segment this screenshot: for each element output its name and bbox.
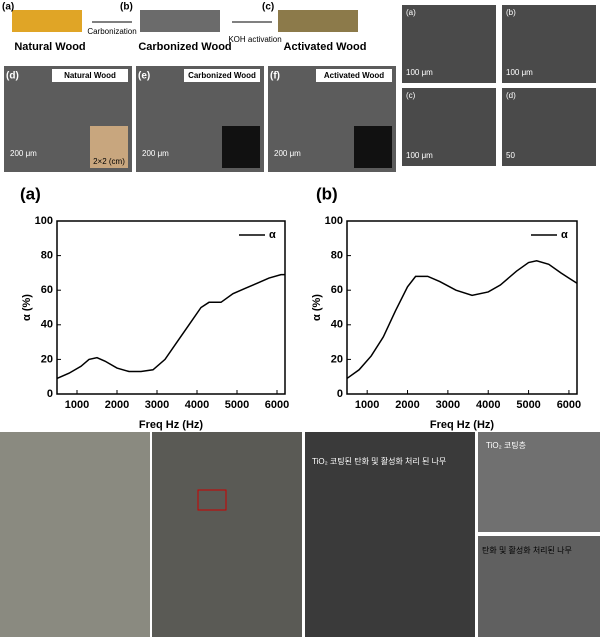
inset bbox=[222, 126, 260, 168]
sem-image bbox=[478, 432, 600, 532]
x-tick-label: 2000 bbox=[105, 399, 129, 411]
line bbox=[346, 260, 578, 380]
inset bbox=[354, 126, 392, 168]
x-tick-label: 4000 bbox=[185, 399, 209, 411]
label: 탄화 및 활성화 처리된 나무 bbox=[482, 545, 572, 555]
scale: 100 μm bbox=[406, 151, 433, 160]
x-tick-label: 2000 bbox=[395, 399, 419, 411]
panel-label: (b) bbox=[316, 184, 338, 203]
x-tick-label: 4000 bbox=[476, 399, 500, 411]
y-tick-label: 80 bbox=[331, 250, 343, 262]
label: 2×2 (cm) bbox=[93, 157, 125, 166]
sem-image bbox=[478, 536, 600, 637]
label: (a) bbox=[406, 8, 416, 17]
label: (b) bbox=[506, 8, 516, 17]
scale: 50 bbox=[506, 151, 515, 160]
legend-label: α bbox=[269, 229, 276, 241]
sem-image bbox=[502, 88, 596, 166]
scale: 200 μm bbox=[274, 149, 301, 158]
scale: 100 μm bbox=[506, 68, 533, 77]
label: Activated Wood bbox=[284, 41, 367, 53]
label: (e) bbox=[138, 71, 150, 82]
x-axis-label: Freq Hz (Hz) bbox=[430, 419, 495, 431]
scale: 200 μm bbox=[142, 149, 169, 158]
sem-image bbox=[402, 5, 496, 83]
y-tick-label: 0 bbox=[47, 388, 53, 400]
label: Natural Wood bbox=[64, 71, 116, 80]
wood-block bbox=[140, 10, 220, 32]
y-tick-label: 60 bbox=[331, 284, 343, 296]
x-tick-label: 1000 bbox=[355, 399, 379, 411]
sem-image bbox=[502, 5, 596, 83]
label: (c) bbox=[262, 2, 274, 13]
scale: 200 μm bbox=[10, 149, 37, 158]
y-tick-label: 80 bbox=[41, 250, 53, 262]
plot-frame bbox=[346, 220, 578, 395]
label: Activated Wood bbox=[324, 71, 384, 80]
line bbox=[56, 273, 285, 380]
photo bbox=[0, 432, 150, 637]
label: Carbonized Wood bbox=[138, 41, 231, 53]
y-tick-label: 40 bbox=[41, 319, 53, 331]
label: Carbonization bbox=[87, 27, 136, 36]
title-box bbox=[184, 69, 260, 82]
wood-block bbox=[278, 10, 358, 32]
title-box bbox=[316, 69, 392, 82]
label: (d) bbox=[6, 71, 19, 82]
photo bbox=[152, 432, 302, 637]
y-tick-label: 40 bbox=[331, 319, 343, 331]
x-tick-label: 3000 bbox=[145, 399, 169, 411]
label: (a) bbox=[2, 2, 14, 13]
y-tick-label: 100 bbox=[35, 215, 53, 227]
sem-image bbox=[402, 88, 496, 166]
x-tick-label: 6000 bbox=[557, 399, 581, 411]
x-tick-label: 6000 bbox=[265, 399, 289, 411]
x-tick-label: 5000 bbox=[225, 399, 249, 411]
x-tick-label: 3000 bbox=[436, 399, 460, 411]
x-axis-label: Freq Hz (Hz) bbox=[139, 419, 204, 431]
label: KOH activation bbox=[228, 35, 281, 44]
title-box bbox=[52, 69, 128, 82]
y-axis-label: α (%) bbox=[311, 294, 323, 321]
panel-label: (a) bbox=[20, 184, 41, 203]
y-tick-label: 20 bbox=[331, 353, 343, 365]
label: (b) bbox=[120, 2, 133, 13]
label: TiO₂ 코팅층 bbox=[486, 440, 526, 450]
label: Carbonized Wood bbox=[188, 71, 256, 80]
y-tick-label: 0 bbox=[337, 388, 343, 400]
label: (f) bbox=[270, 71, 280, 82]
label: (c) bbox=[406, 91, 416, 100]
inset bbox=[90, 126, 128, 168]
label: (d) bbox=[506, 91, 516, 100]
highlight bbox=[197, 489, 227, 511]
legend-label: α bbox=[561, 229, 568, 241]
y-tick-label: 60 bbox=[41, 284, 53, 296]
x-tick-label: 5000 bbox=[516, 399, 540, 411]
y-axis-label: α (%) bbox=[21, 294, 33, 321]
y-tick-label: 20 bbox=[41, 353, 53, 365]
label: Natural Wood bbox=[14, 41, 85, 53]
scale: 100 μm bbox=[406, 68, 433, 77]
y-tick-label: 100 bbox=[325, 215, 343, 227]
sem-image bbox=[305, 432, 475, 637]
x-tick-label: 1000 bbox=[65, 399, 89, 411]
plot-frame bbox=[56, 220, 286, 395]
label: TiO₂ 코팅된 탄화 및 활성화 처리 된 나무 bbox=[312, 456, 446, 466]
wood-block bbox=[12, 10, 82, 32]
